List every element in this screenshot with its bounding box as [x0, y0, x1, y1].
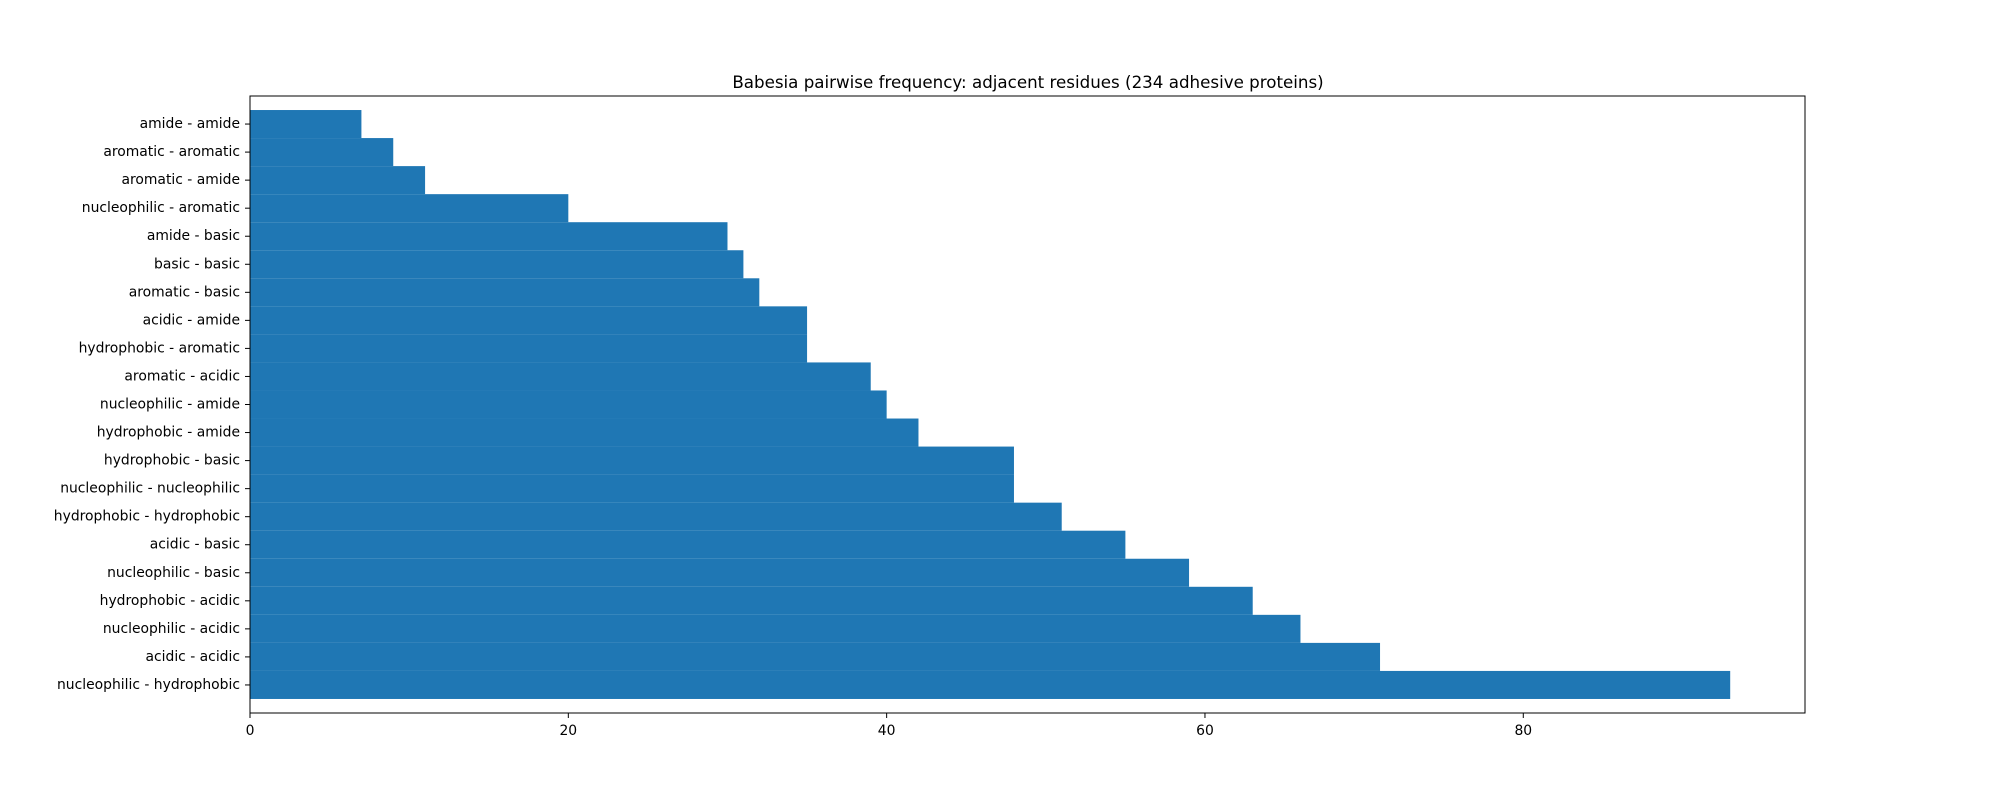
- bar: [250, 138, 394, 167]
- bar: [250, 362, 871, 391]
- bar: [250, 670, 1731, 699]
- x-tick-label: 60: [1196, 723, 1214, 739]
- bar: [250, 446, 1014, 475]
- y-tick-label: aromatic - acidic: [124, 368, 240, 384]
- y-tick-label: amide - basic: [147, 228, 240, 244]
- bar: [250, 614, 1301, 643]
- y-tick-label: nucleophilic - acidic: [103, 621, 240, 637]
- y-tick-label: aromatic - aromatic: [103, 144, 240, 160]
- chart-title: Babesia pairwise frequency: adjacent res…: [732, 72, 1323, 92]
- bar: [250, 390, 887, 419]
- bar: [250, 474, 1014, 503]
- bar: [250, 418, 919, 447]
- y-tick-label: aromatic - basic: [129, 284, 240, 300]
- x-tick-label: 0: [246, 723, 255, 739]
- y-tick-label: hydrophobic - amide: [97, 425, 240, 441]
- y-tick-label: nucleophilic - nucleophilic: [60, 481, 240, 497]
- x-axis: 0 20 40 60 80: [246, 713, 1532, 739]
- bar: [250, 334, 808, 363]
- bar: [250, 278, 760, 307]
- y-tick-label: nucleophilic - basic: [107, 565, 240, 581]
- bar: [250, 110, 362, 139]
- y-axis: nucleophilic - hydrophobic acidic - acidi…: [54, 116, 250, 693]
- bar: [250, 502, 1062, 531]
- y-tick-label: nucleophilic - amide: [100, 397, 240, 413]
- bar: [250, 222, 728, 251]
- y-tick-label: nucleophilic - aromatic: [82, 200, 240, 216]
- y-tick-label: acidic - amide: [143, 312, 240, 328]
- bar: [250, 642, 1381, 671]
- bar: [250, 586, 1253, 615]
- y-tick-label: hydrophobic - basic: [104, 453, 240, 469]
- bar: [250, 166, 426, 195]
- x-tick-label: 80: [1514, 723, 1532, 739]
- y-tick-label: hydrophobic - aromatic: [79, 340, 240, 356]
- y-tick-label: aromatic - amide: [121, 172, 240, 188]
- bar: [250, 250, 744, 279]
- plot-frame: [249, 95, 1806, 714]
- bar: [250, 194, 569, 223]
- y-tick-label: hydrophobic - acidic: [100, 593, 240, 609]
- bar: [250, 306, 808, 335]
- bar: [250, 530, 1126, 559]
- bars: [250, 110, 1731, 699]
- x-tick-label: 40: [878, 723, 896, 739]
- bar: [250, 558, 1190, 587]
- y-tick-label: basic - basic: [154, 256, 240, 272]
- y-tick-label: acidic - acidic: [146, 649, 241, 665]
- y-tick-label: nucleophilic - hydrophobic: [57, 677, 240, 693]
- x-tick-label: 20: [559, 723, 577, 739]
- y-tick-label: acidic - basic: [150, 537, 240, 553]
- y-tick-label: amide - amide: [140, 116, 240, 132]
- y-tick-label: hydrophobic - hydrophobic: [54, 509, 240, 525]
